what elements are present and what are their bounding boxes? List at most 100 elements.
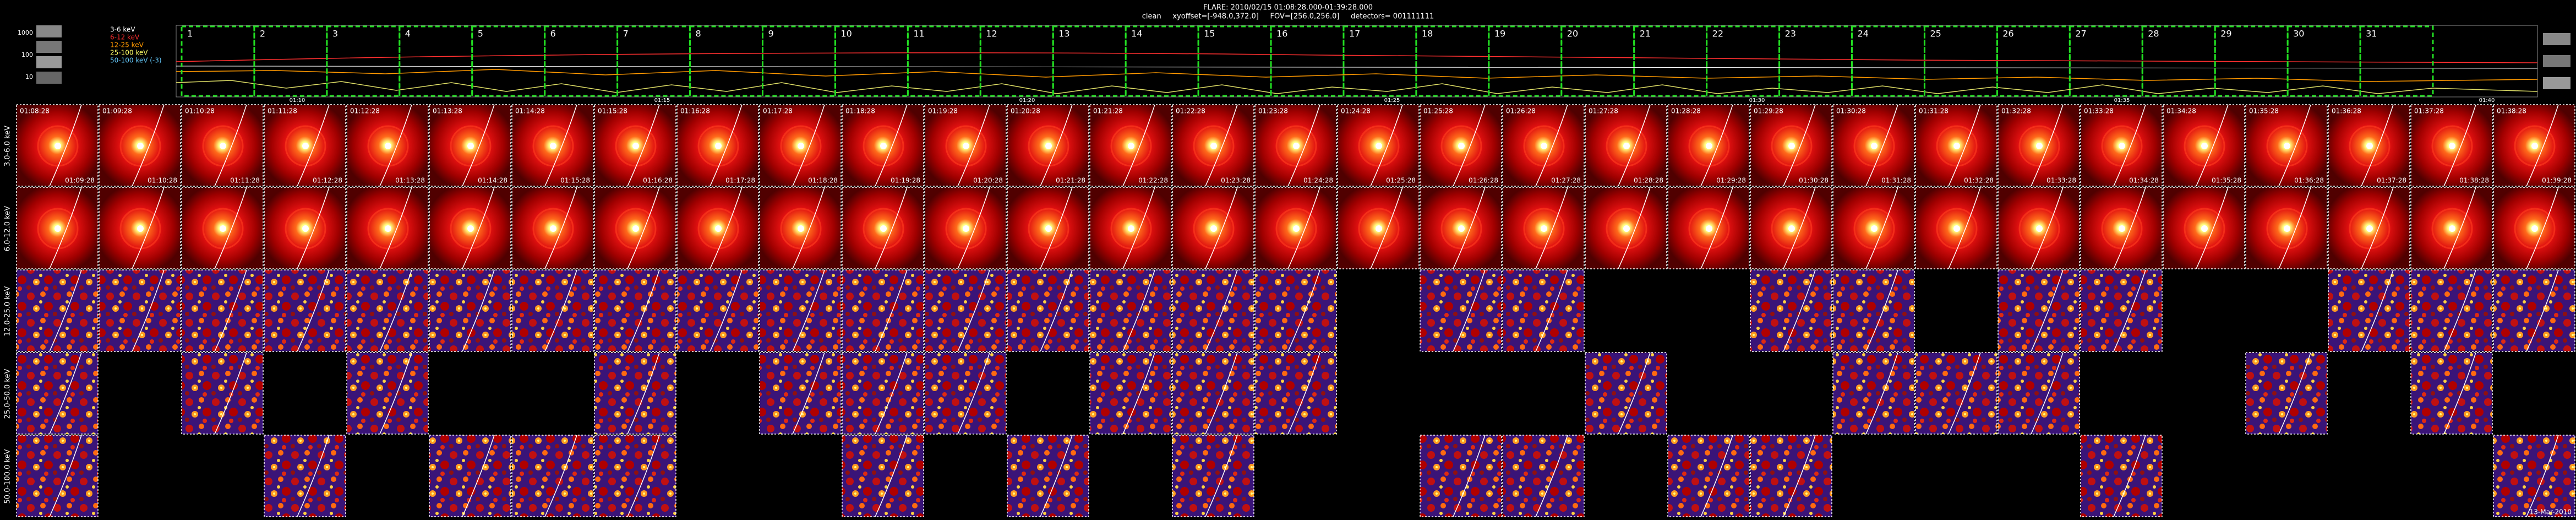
image-panel — [759, 269, 842, 352]
panel-end-time: 01:09:28 — [65, 177, 95, 185]
interval-box — [399, 25, 473, 97]
core — [1128, 225, 1134, 232]
limb — [2113, 104, 2146, 187]
panel-image — [347, 353, 428, 434]
panel-border — [16, 352, 99, 435]
interval-number: 21 — [1640, 29, 1651, 39]
limb — [1535, 104, 1568, 187]
ring — [2184, 208, 2225, 250]
panel-start-time: 01:33:28 — [2084, 107, 2114, 115]
panel-border — [1254, 187, 1337, 269]
x-tick-label: 01:40 — [2479, 98, 2495, 104]
panel-border — [1502, 435, 1585, 517]
ring — [1110, 125, 1152, 167]
panel-image — [760, 270, 841, 351]
image-panel — [842, 187, 924, 269]
panel-border — [1007, 104, 1089, 187]
panel-start-time: 01:25:28 — [1423, 107, 1453, 115]
interval-number: 15 — [1204, 29, 1215, 39]
interval-number: 6 — [550, 29, 556, 39]
row-label: 50.0-100.0 keV — [4, 449, 12, 503]
core — [798, 143, 804, 149]
image-panel — [1832, 269, 1915, 352]
core — [1871, 143, 1878, 149]
panel-start-time: 01:19:28 — [928, 107, 958, 115]
panel-border — [1337, 104, 1420, 187]
panel-border — [2410, 352, 2493, 435]
panel-border — [2493, 187, 2575, 269]
image-panel — [1915, 352, 1998, 435]
panel-border — [842, 104, 924, 187]
panel-image — [17, 270, 98, 351]
panel-end-time: 01:25:28 — [1386, 177, 1416, 185]
limb — [1040, 269, 1073, 352]
limb — [2361, 104, 2394, 187]
panel-border — [1172, 269, 1254, 352]
core — [1788, 225, 1795, 232]
limb — [875, 269, 908, 352]
panel-image — [17, 435, 98, 517]
image-panel: 01:20:28 01:21:28 — [1007, 104, 1089, 187]
panel-end-time: 01:34:28 — [2129, 177, 2159, 185]
limb — [1948, 104, 1981, 187]
interval-box — [1270, 25, 1345, 97]
interval-number: 5 — [478, 29, 483, 39]
image-panel — [1998, 187, 2080, 269]
limb — [1453, 104, 1486, 187]
panel-image — [1750, 270, 1832, 351]
image-panel: 01:27:28 01:28:28 — [1585, 104, 1667, 187]
panel-image — [594, 270, 676, 351]
ring — [863, 208, 904, 250]
limb — [1453, 269, 1486, 352]
image-panel — [1254, 352, 1337, 435]
ring — [1936, 208, 1978, 250]
limb — [297, 435, 330, 517]
panel-border — [1667, 435, 1750, 517]
image-panel: 01:37:28 01:38:28 — [2410, 104, 2493, 187]
limb — [1865, 104, 1898, 187]
limb — [875, 187, 908, 269]
panel-image — [1255, 353, 1336, 434]
ring — [697, 125, 739, 167]
limb — [2443, 352, 2476, 435]
limb — [710, 187, 743, 269]
ring — [1358, 208, 1400, 250]
panel-start-time: 01:16:28 — [680, 107, 710, 115]
panel-image — [1420, 435, 1502, 517]
panel-image — [1007, 270, 1089, 351]
core — [220, 143, 226, 149]
limb — [875, 104, 908, 187]
core — [2284, 225, 2290, 232]
core — [1623, 225, 1630, 232]
ring — [2349, 125, 2391, 167]
image-panel — [1420, 187, 1502, 269]
panel-border — [2493, 435, 2575, 517]
limb — [1205, 352, 1238, 435]
panel-border — [1750, 187, 1832, 269]
limb — [1618, 104, 1651, 187]
panel-end-time: 01:23:28 — [1221, 177, 1251, 185]
panel-border — [2328, 269, 2410, 352]
limb — [627, 187, 660, 269]
image-panel — [1007, 187, 1089, 269]
ring — [2349, 208, 2391, 250]
panel-border — [1832, 104, 1915, 187]
core — [467, 225, 474, 232]
row-label: 12.0-25.0 keV — [4, 286, 12, 337]
image-panel — [924, 269, 1007, 352]
panel-border — [2245, 187, 2328, 269]
panel-image — [1750, 435, 1832, 517]
image-panel — [1172, 269, 1254, 352]
limb — [379, 187, 412, 269]
panel-border — [1172, 104, 1254, 187]
panel-border — [1089, 104, 1172, 187]
core — [2201, 225, 2208, 232]
image-panel — [2163, 187, 2245, 269]
image-panel: 01:23:28 01:24:28 — [1254, 104, 1337, 187]
limb — [627, 352, 660, 435]
panel-image — [2493, 435, 2575, 517]
image-panel — [264, 187, 346, 269]
ring — [780, 125, 822, 167]
interval-number: 31 — [2366, 29, 2377, 39]
